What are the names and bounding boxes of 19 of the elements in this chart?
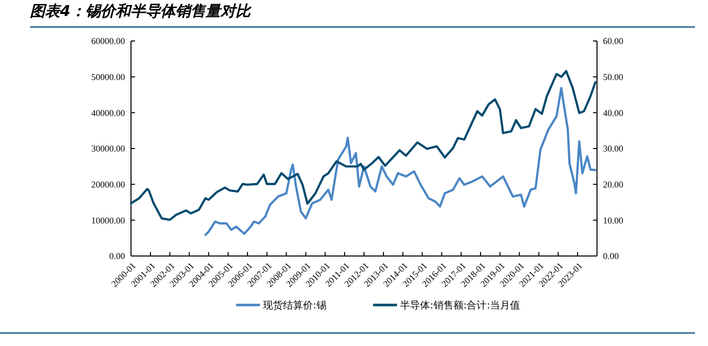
- y2-tick-label: 0.00: [603, 251, 620, 262]
- y2-tick-label: 20.00: [603, 179, 624, 190]
- y-tick-label: 0.00: [109, 251, 126, 262]
- y2-tick-label: 10.00: [603, 215, 624, 226]
- legend-label: 半导体:销售额:合计:当月值: [400, 300, 520, 312]
- y2-tick-label: 50.00: [603, 72, 624, 82]
- y-tick-label: 40000.00: [91, 108, 126, 118]
- chart-title: 图表4：锡价和半导体销售量对比: [30, 2, 252, 20]
- y2-tick-label: 60.00: [603, 36, 624, 46]
- line-series: [204, 86, 596, 236]
- legend-label: 现货结算价:锡: [263, 300, 326, 312]
- y-tick-label: 10000.00: [91, 215, 126, 226]
- line-series: [130, 70, 596, 221]
- y-tick-label: 20000.00: [91, 179, 126, 190]
- y-tick-label: 30000.00: [91, 144, 126, 154]
- y-tick-label: 50000.00: [91, 72, 126, 82]
- y2-tick-label: 40.00: [603, 108, 624, 118]
- y-tick-label: 60000.00: [91, 36, 126, 46]
- y2-tick-label: 30.00: [603, 144, 624, 154]
